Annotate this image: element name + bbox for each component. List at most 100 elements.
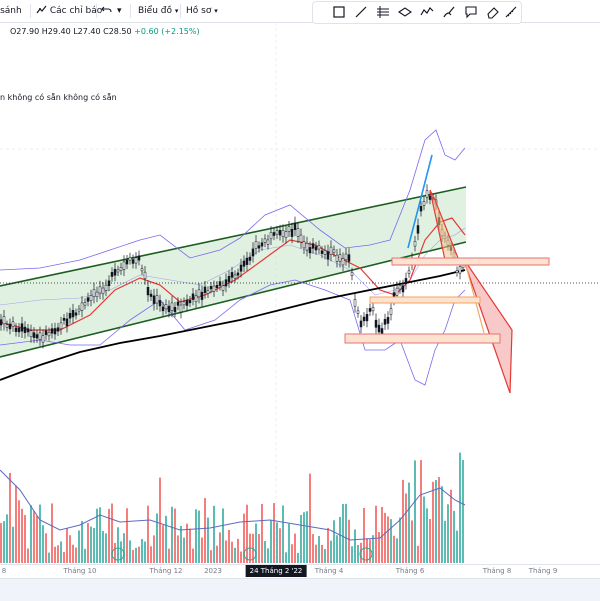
volume-series — [0, 452, 464, 563]
volume-bar — [387, 516, 389, 563]
bollinger-middle — [0, 227, 466, 306]
chart-type-button[interactable]: Biểu đồ ▾ — [138, 0, 178, 22]
candle-body — [146, 287, 150, 296]
volume-bar — [327, 527, 329, 563]
candle-body — [416, 225, 420, 234]
candle-body — [170, 302, 174, 311]
volume-bar — [177, 535, 179, 563]
candle-body — [272, 232, 276, 236]
volume-bar — [231, 541, 233, 563]
volume-bar — [273, 503, 275, 563]
chevron-down-icon[interactable]: ▾ — [117, 6, 122, 16]
channel-lower-line[interactable] — [0, 241, 467, 358]
volume-bar — [18, 500, 20, 563]
volume-bar — [162, 525, 164, 563]
blue-trend-line[interactable] — [407, 154, 433, 249]
volume-bar — [360, 542, 362, 563]
volume-bar — [69, 535, 71, 563]
compare-button[interactable]: So sánh — [0, 0, 22, 22]
rectangle-icon[interactable] — [331, 4, 347, 20]
compare-label: So sánh — [0, 6, 22, 16]
volume-bar — [429, 518, 431, 563]
ellipse-icon[interactable] — [397, 4, 413, 20]
candle-body — [23, 326, 27, 333]
event-marker[interactable] — [243, 547, 257, 561]
volume-bar — [444, 520, 446, 563]
time-axis-label: Tháng 10 — [63, 567, 97, 575]
candle-body — [386, 317, 390, 324]
resistance-zone[interactable] — [391, 257, 550, 266]
time-axis-label: 8 — [1, 567, 7, 575]
volume-bar — [24, 515, 26, 563]
eraser-icon[interactable] — [485, 4, 501, 20]
profile-button[interactable]: Hồ sơ ▾ — [186, 0, 218, 22]
note-icon[interactable] — [463, 4, 479, 20]
volume-bar — [363, 507, 365, 563]
volume-bar — [210, 550, 212, 563]
time-axis[interactable]: 8 Tháng 10 Tháng 12 2023 Tháng 4 Tháng 6… — [0, 564, 600, 579]
volume-bar — [402, 479, 404, 563]
mid-zone[interactable] — [369, 296, 481, 304]
time-axis-label: Tháng 4 — [314, 567, 344, 575]
trend-line-icon[interactable] — [353, 4, 369, 20]
volume-bar — [165, 515, 167, 563]
ohlc-close: C28.50 — [103, 27, 132, 36]
event-marker[interactable]: ◦ — [111, 547, 125, 561]
support-zone[interactable] — [344, 333, 501, 344]
volume-bar — [135, 547, 137, 563]
undo-button[interactable] — [101, 0, 112, 22]
candle-body — [182, 301, 186, 306]
channel-upper-line[interactable] — [0, 186, 467, 287]
candle-body — [338, 254, 342, 262]
volume-bar — [297, 552, 299, 563]
volume-bar — [393, 535, 395, 563]
candle-body — [140, 268, 144, 272]
candle-body — [350, 272, 354, 276]
price-chart[interactable]: ◦ — [0, 22, 600, 564]
brush-icon[interactable] — [441, 4, 457, 20]
volume-bar — [54, 546, 56, 563]
candle-body — [20, 323, 24, 332]
volume-bar — [453, 510, 455, 563]
candle-body — [47, 331, 51, 337]
volume-bar — [75, 547, 77, 563]
volume-bar — [30, 505, 32, 563]
volume-bar — [126, 508, 128, 563]
candle-body — [335, 254, 339, 262]
volume-bar — [291, 544, 293, 563]
volume-bar — [234, 547, 236, 563]
volume-bar — [27, 548, 29, 563]
candle-body — [314, 246, 318, 251]
hash-pattern-icon[interactable] — [375, 4, 391, 20]
event-marker[interactable] — [359, 547, 373, 561]
volume-bar — [258, 533, 260, 563]
volume-bar — [378, 532, 380, 563]
candle-body — [134, 257, 138, 264]
projection-wedge[interactable] — [462, 257, 513, 394]
ascending-channel[interactable] — [0, 187, 466, 357]
volume-bar — [3, 521, 5, 563]
volume-bar — [72, 544, 74, 563]
volume-bar — [348, 519, 350, 563]
candle-body — [68, 313, 72, 319]
candle-body — [59, 322, 63, 330]
chart-grid — [0, 22, 600, 564]
candle-body — [308, 247, 312, 254]
ohlc-legend: O27.90 H29.40 L27.40 C28.50 +0.60 (+2.15… — [10, 27, 200, 36]
candle-body — [215, 284, 219, 288]
candle-body — [92, 289, 96, 297]
candle-body — [41, 335, 45, 343]
volume-bar — [255, 523, 257, 563]
crosshair-date-label: 24 Tháng 2 '22 — [245, 565, 307, 577]
volume-bar — [39, 504, 41, 563]
candle-body — [260, 242, 264, 247]
indicators-button[interactable]: Các chỉ báo — [36, 0, 102, 22]
volume-bar — [354, 529, 356, 563]
ruler-icon[interactable] — [503, 4, 519, 20]
candle-body — [8, 323, 12, 330]
path-icon[interactable] — [419, 4, 435, 20]
volume-bar — [99, 507, 101, 563]
volume-bar — [138, 546, 140, 563]
candle-body — [230, 272, 234, 278]
candle-body — [248, 256, 252, 261]
